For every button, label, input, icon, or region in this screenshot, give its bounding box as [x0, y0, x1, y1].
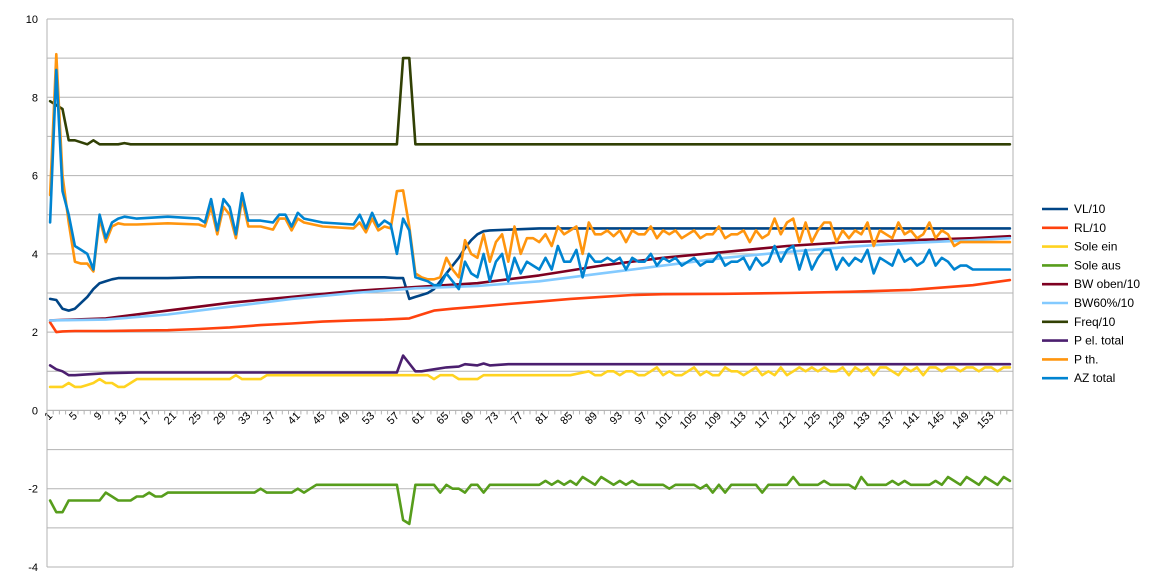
y-tick-label: 10	[26, 14, 38, 26]
y-tick-label: 2	[32, 327, 38, 339]
legend-label: BW60%/10	[1074, 296, 1134, 310]
legend-label: Sole aus	[1074, 258, 1121, 272]
legend-label: AZ total	[1074, 371, 1115, 385]
y-tick-label: 4	[32, 249, 38, 261]
y-tick-label: -4	[28, 562, 38, 574]
y-tick-label: 8	[32, 92, 38, 104]
y-tick-label: 0	[32, 405, 38, 417]
legend-label: P th.	[1074, 352, 1098, 366]
legend-label: VL/10	[1074, 202, 1106, 216]
y-axis: -4 -2 0 2 4 6 8 10	[26, 14, 1014, 574]
legend-label: RL/10	[1074, 221, 1106, 235]
legend-label: Freq/10	[1074, 315, 1116, 329]
y-tick-label: -2	[28, 484, 38, 496]
series-line-sole-aus	[48, 475, 1012, 526]
series-line-bw-oben-10	[48, 234, 1012, 322]
gridlines	[47, 18, 1013, 568]
y-tick-label: 6	[32, 171, 38, 183]
series-line-freq-10	[48, 56, 1012, 146]
series-line-sole-ein	[48, 366, 1012, 389]
legend-label: BW oben/10	[1074, 277, 1140, 291]
series-lines	[48, 52, 1012, 526]
series-line-az-total	[48, 68, 1012, 291]
series-line-bw60-10	[48, 236, 1012, 322]
series-line-p-th	[48, 52, 1012, 281]
legend-label: Sole ein	[1074, 240, 1117, 254]
series-line-rl-10	[48, 278, 1012, 334]
legend: VL/10 RL/10 Sole ein Sole aus BW oben/10 BW60…	[1042, 202, 1140, 385]
series-line-p-el-total	[48, 354, 1012, 377]
legend-label: P el. total	[1074, 334, 1124, 348]
